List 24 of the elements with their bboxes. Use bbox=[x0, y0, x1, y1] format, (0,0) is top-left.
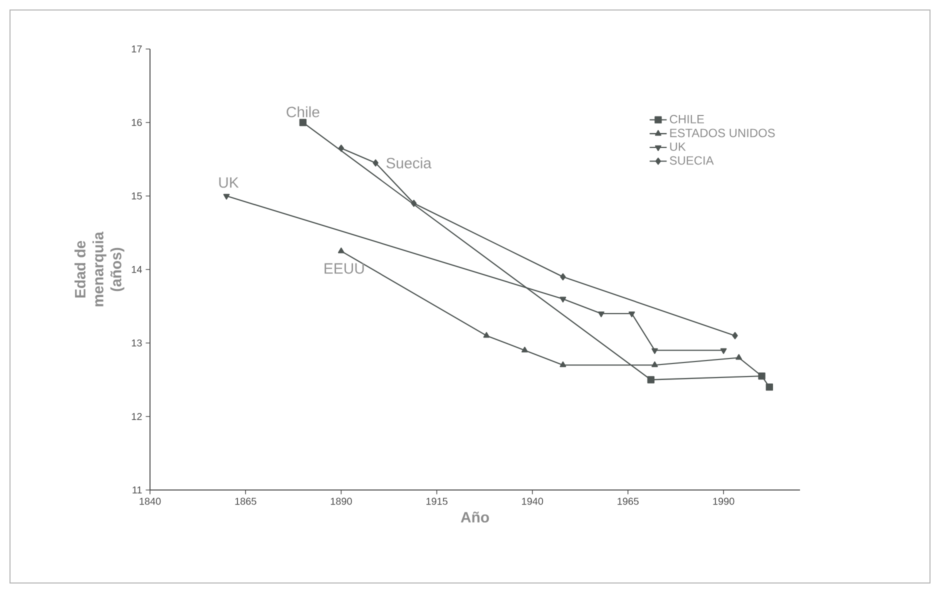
y-tick-label: 13 bbox=[132, 339, 142, 347]
y-tick-label: 16 bbox=[132, 118, 142, 126]
x-tick-label: 1990 bbox=[713, 498, 734, 505]
legend-label: SUECIA bbox=[670, 156, 714, 165]
x-tick-label: 1940 bbox=[522, 498, 544, 505]
x-tick-label: 1865 bbox=[235, 498, 256, 505]
x-tick-label: 1890 bbox=[330, 498, 352, 505]
legend-label: CHILE bbox=[670, 114, 704, 124]
y-tick-label: 11 bbox=[132, 486, 142, 494]
legend-label: ESTADOS UNIDOS bbox=[670, 128, 775, 138]
legend-label: UK bbox=[670, 142, 686, 151]
x-tick-label: 1840 bbox=[140, 498, 161, 505]
annotation: UK bbox=[219, 177, 239, 188]
y-axis-title: Edad de menarquia (años) bbox=[74, 232, 124, 306]
y-tick-label: 14 bbox=[132, 266, 142, 273]
annotation: EEUU bbox=[324, 263, 364, 274]
y-tick-label: 15 bbox=[132, 192, 142, 200]
y-tick-label: 17 bbox=[132, 46, 142, 52]
x-tick-label: 1965 bbox=[618, 498, 639, 505]
annotation: Suecia bbox=[386, 157, 432, 168]
y-tick-label: 12 bbox=[132, 413, 142, 420]
x-axis-title: Año bbox=[460, 512, 489, 523]
annotation: Chile bbox=[286, 106, 320, 118]
x-tick-label: 1915 bbox=[426, 498, 448, 505]
